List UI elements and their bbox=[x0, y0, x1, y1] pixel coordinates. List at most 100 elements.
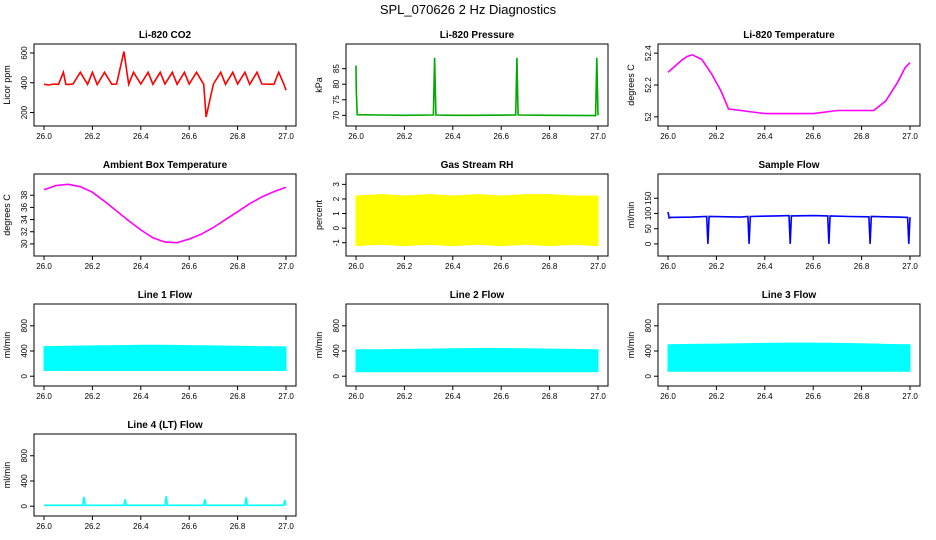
x-tick-label: 26.8 bbox=[854, 132, 870, 141]
x-tick-label: 26.4 bbox=[757, 132, 773, 141]
y-tick-label: 800 bbox=[20, 319, 29, 333]
panel-0: Li-820 CO2 Licor ppm 26.0 26.2 26.4 26.6 26.8 2… bbox=[2, 30, 297, 141]
panel-title: Gas Stream RH bbox=[441, 160, 514, 171]
x-tick-label: 26.0 bbox=[36, 392, 52, 401]
y-tick-label: 0 bbox=[20, 503, 29, 508]
y-tick-label: 30 bbox=[20, 239, 29, 248]
x-tick-label: 27.0 bbox=[902, 392, 918, 401]
x-tick-label: 26.0 bbox=[36, 262, 52, 271]
y-tick-label: 50 bbox=[644, 224, 653, 233]
panel-1: Li-820 Pressure kPa 26.0 26.2 26.4 26.6 26.8 27… bbox=[314, 30, 609, 141]
x-tick-label: 27.0 bbox=[278, 132, 294, 141]
x-tick-label: 26.4 bbox=[757, 262, 773, 271]
x-tick-label: 26.2 bbox=[85, 132, 101, 141]
y-tick-label: 34 bbox=[20, 215, 29, 224]
x-tick-label: 27.0 bbox=[590, 392, 606, 401]
panel-title: Li-820 Temperature bbox=[743, 30, 835, 41]
panel-4: Gas Stream RH percent 26.0 26.2 26.4 26.6 26.8… bbox=[314, 160, 609, 271]
y-tick-label: 150 bbox=[644, 191, 653, 205]
y-tick-label: 800 bbox=[332, 319, 341, 333]
x-tick-label: 26.6 bbox=[181, 522, 197, 531]
x-tick-label: 26.8 bbox=[230, 392, 246, 401]
y-tick-label: 85 bbox=[332, 64, 341, 73]
data-line-0 bbox=[667, 211, 911, 244]
y-axis-label: ml/min bbox=[626, 202, 636, 229]
panel-title: Li-820 CO2 bbox=[139, 30, 192, 41]
y-tick-label: 0 bbox=[332, 225, 341, 230]
y-tick-label: 800 bbox=[644, 319, 653, 333]
y-axis-label: ml/min bbox=[626, 332, 636, 359]
y-axis-label: percent bbox=[314, 199, 324, 230]
y-axis-label: Licor ppm bbox=[2, 65, 12, 105]
y-tick-label: 100 bbox=[644, 206, 653, 220]
x-tick-label: 26.4 bbox=[133, 522, 149, 531]
x-tick-label: 26.6 bbox=[805, 262, 821, 271]
x-tick-label: 26.2 bbox=[85, 262, 101, 271]
data-band-0 bbox=[355, 348, 599, 373]
x-tick-label: 27.0 bbox=[902, 262, 918, 271]
x-tick-label: 26.4 bbox=[445, 262, 461, 271]
y-tick-label: 0 bbox=[20, 373, 29, 378]
y-axis-label: degrees C bbox=[2, 194, 12, 236]
plot-frame bbox=[33, 433, 297, 517]
x-tick-label: 26.6 bbox=[805, 392, 821, 401]
x-tick-label: 26.4 bbox=[133, 392, 149, 401]
y-tick-label: 2 bbox=[332, 196, 341, 201]
data-line-0 bbox=[667, 53, 911, 115]
panel-title: Line 2 Flow bbox=[450, 290, 505, 301]
plot-frame bbox=[33, 303, 297, 387]
plot-frame bbox=[33, 173, 297, 257]
y-tick-label: 38 bbox=[20, 190, 29, 199]
panel-8: Line 3 Flow ml/min 26.0 26.2 26.4 26.6 26.8 27.… bbox=[626, 290, 921, 401]
x-tick-label: 26.8 bbox=[854, 262, 870, 271]
x-tick-label: 26.0 bbox=[36, 132, 52, 141]
data-band-0 bbox=[355, 194, 599, 247]
x-tick-label: 26.6 bbox=[493, 132, 509, 141]
x-tick-label: 26.2 bbox=[397, 392, 413, 401]
x-tick-label: 26.4 bbox=[757, 392, 773, 401]
x-tick-label: 26.8 bbox=[230, 262, 246, 271]
x-tick-label: 27.0 bbox=[278, 522, 294, 531]
x-tick-label: 26.2 bbox=[709, 392, 725, 401]
plot-frame bbox=[345, 173, 609, 257]
data-line-0 bbox=[43, 51, 287, 118]
panel-2: Li-820 Temperature degrees C 26.0 26.2 26.4 2… bbox=[626, 30, 921, 141]
data-line-0 bbox=[44, 495, 287, 507]
x-tick-label: 26.8 bbox=[854, 392, 870, 401]
x-tick-label: 26.2 bbox=[85, 392, 101, 401]
x-tick-label: 27.0 bbox=[278, 262, 294, 271]
x-tick-label: 26.2 bbox=[709, 132, 725, 141]
x-tick-label: 26.0 bbox=[36, 522, 52, 531]
y-tick-label: 400 bbox=[20, 474, 29, 488]
x-tick-label: 26.4 bbox=[133, 132, 149, 141]
y-tick-label: 400 bbox=[332, 344, 341, 358]
x-tick-label: 26.4 bbox=[445, 392, 461, 401]
plot-frame bbox=[345, 43, 609, 127]
panel-3: Ambient Box Temperature degrees C 26.0 26.2… bbox=[2, 160, 297, 271]
y-tick-label: 75 bbox=[332, 95, 341, 104]
plot-frame bbox=[33, 43, 297, 127]
x-tick-label: 26.0 bbox=[348, 262, 364, 271]
y-axis-label: kPa bbox=[314, 77, 324, 93]
y-axis-label: ml/min bbox=[314, 332, 324, 359]
panel-6: Line 1 Flow ml/min 26.0 26.2 26.4 26.6 26.8 27.… bbox=[2, 290, 297, 401]
x-tick-label: 26.0 bbox=[660, 132, 676, 141]
y-axis-label: degrees C bbox=[626, 64, 636, 106]
panel-title: Line 1 Flow bbox=[138, 290, 193, 301]
x-tick-label: 27.0 bbox=[278, 392, 294, 401]
y-tick-label: 0 bbox=[332, 373, 341, 378]
x-tick-label: 26.4 bbox=[133, 262, 149, 271]
panel-7: Line 2 Flow ml/min 26.0 26.2 26.4 26.6 26.8 27.… bbox=[314, 290, 609, 401]
y-tick-label: 400 bbox=[644, 344, 653, 358]
y-tick-label: 1 bbox=[332, 211, 341, 216]
x-tick-label: 26.8 bbox=[542, 392, 558, 401]
x-tick-label: 26.4 bbox=[445, 132, 461, 141]
x-tick-label: 26.8 bbox=[230, 132, 246, 141]
panel-title: Li-820 Pressure bbox=[440, 30, 515, 41]
y-tick-label: 400 bbox=[20, 344, 29, 358]
y-tick-label: 52.4 bbox=[644, 45, 653, 61]
page-title: SPL_070626 2 Hz Diagnostics bbox=[379, 2, 557, 17]
panel-title: Ambient Box Temperature bbox=[103, 160, 228, 171]
x-tick-label: 26.2 bbox=[709, 262, 725, 271]
